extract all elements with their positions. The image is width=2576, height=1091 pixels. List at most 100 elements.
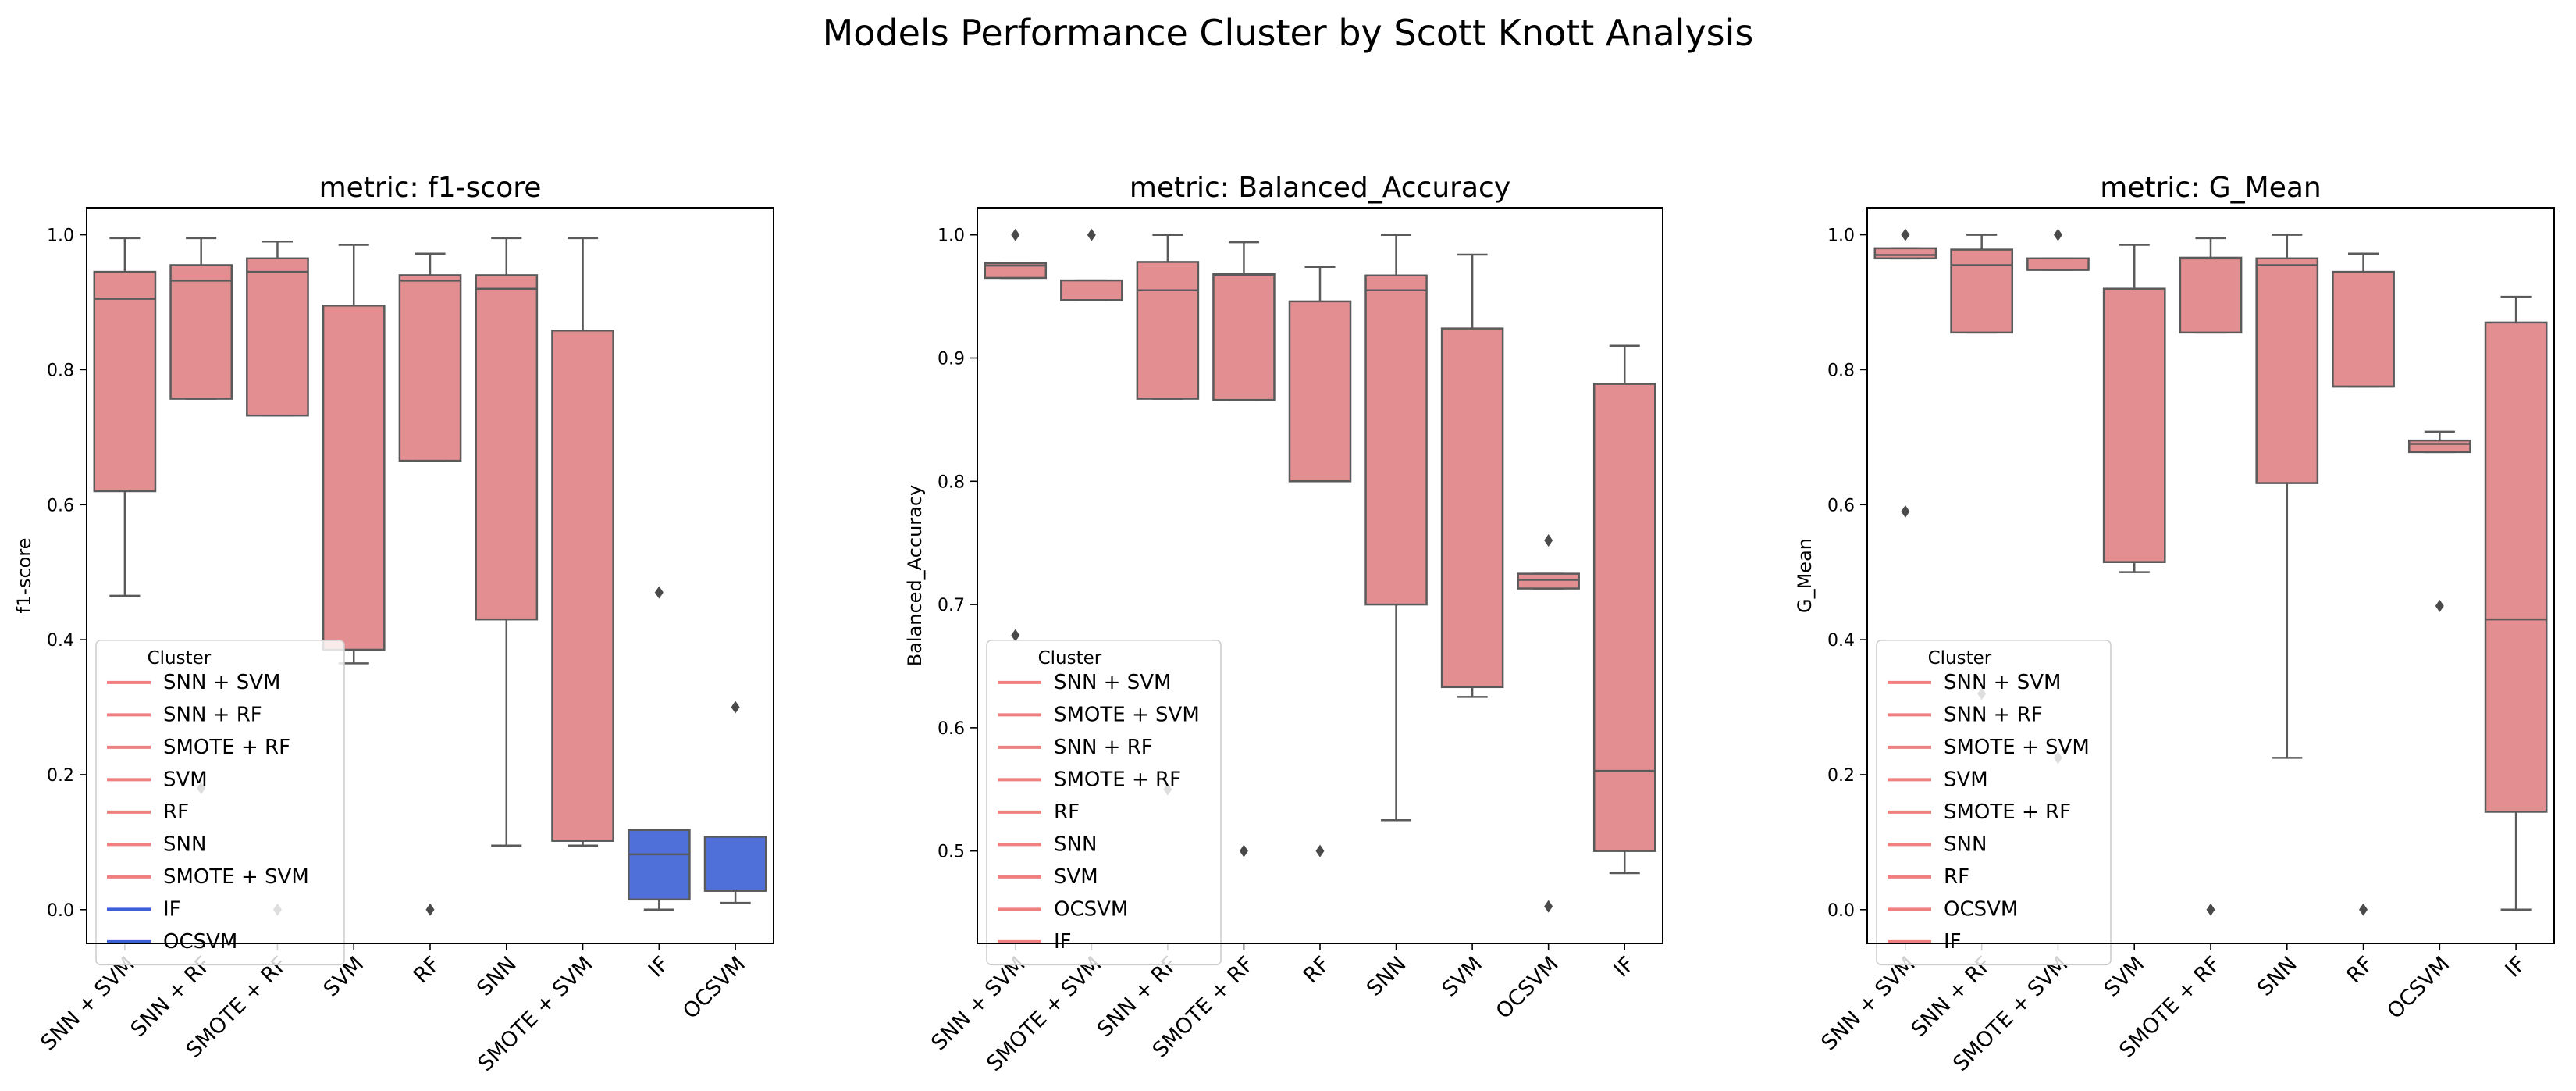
y-tick-label: 0.2 <box>47 766 74 786</box>
f1-score-panel: metric: f1-score f1-score 0.0 0.2 0.4 0.6 0.8 1… <box>13 172 774 1076</box>
box <box>1288 300 1352 483</box>
y-tick-label: 0.9 <box>938 350 965 369</box>
outlier <box>731 701 740 714</box>
g-mean-panel: metric: G_Mean G_Mean 0.0 0.2 0.4 0.6 0.8 1.0 SN… <box>1794 172 2555 1076</box>
box <box>322 305 386 651</box>
legend-label: OCSVM <box>1054 897 1128 921</box>
legend-label: SMOTE + SVM <box>1054 703 1200 726</box>
legend-label: SNN + SVM <box>1944 671 2061 694</box>
x-tick-label: RF <box>409 952 445 988</box>
outlier <box>1901 228 1910 241</box>
panel-title: metric: Balanced_Accuracy <box>1130 172 1510 204</box>
x-tick-label: IF <box>1610 952 1640 982</box>
box <box>2102 287 2166 563</box>
legend-label: OCSVM <box>163 930 237 954</box>
x-tick-label: SNN + SVM <box>1816 952 1920 1055</box>
box <box>1873 247 1937 260</box>
outlier <box>1901 504 1910 518</box>
figure-title: Models Performance Cluster by Scott Knot… <box>823 12 1754 54</box>
legend-label: SNN <box>1944 833 1987 856</box>
x-tick-label: SNN + SVM <box>36 952 139 1055</box>
outlier <box>1239 844 1248 857</box>
legend-label: SMOTE + RF <box>163 736 290 759</box>
box <box>1364 274 1428 606</box>
legend-label: IF <box>1054 930 1072 954</box>
legend-label: SMOTE + SVM <box>1944 736 2090 759</box>
outlier <box>1315 844 1325 857</box>
box <box>984 262 1048 280</box>
legend-label: SNN + SVM <box>163 671 280 694</box>
x-tick-label: SNN <box>2253 952 2302 1001</box>
x-tick-label: SVM <box>1437 952 1487 1002</box>
legend-label: SNN + RF <box>1054 736 1153 759</box>
box <box>1517 572 1580 590</box>
outlier <box>654 586 664 599</box>
y-tick-label: 1.0 <box>1827 226 1855 246</box>
x-tick-label: IF <box>2501 952 2532 982</box>
y-tick-label: 0.7 <box>938 596 965 615</box>
legend-label: SVM <box>1944 768 1988 791</box>
box <box>1950 248 2014 334</box>
y-tick-label: 0.0 <box>47 901 74 921</box>
box <box>2179 256 2243 334</box>
box <box>1212 273 1276 401</box>
y-tick-label: 0.4 <box>47 631 74 651</box>
legend-label: SMOTE + RF <box>1944 800 2071 824</box>
legend-label: OCSVM <box>1944 897 2018 921</box>
box <box>2332 270 2395 388</box>
y-tick-label: 0.4 <box>1827 631 1855 651</box>
panel-title: metric: f1-score <box>319 172 542 204</box>
x-tick-label: OCSVM <box>1492 952 1564 1024</box>
outlier <box>1011 629 1020 642</box>
y-tick-label: 0.2 <box>1827 766 1855 786</box>
x-tick-label: RF <box>2342 952 2378 988</box>
box <box>398 274 462 462</box>
y-tick-label: 0.8 <box>47 361 74 380</box>
legend-label: SNN + SVM <box>1054 671 1171 694</box>
legend-label: IF <box>163 897 181 921</box>
y-tick-label: 0.6 <box>938 719 965 739</box>
legend-label: RF <box>1054 800 1080 824</box>
panel-title: metric: G_Mean <box>2100 172 2321 204</box>
y-tick-label: 0.0 <box>1827 901 1855 921</box>
legend-label: SVM <box>1054 865 1098 889</box>
outlier <box>2435 599 2444 612</box>
box <box>2026 257 2090 271</box>
outlier <box>1087 228 1096 241</box>
y-tick-label: 0.5 <box>938 843 965 862</box>
box <box>703 836 767 892</box>
legend-label: RF <box>1944 865 1969 889</box>
plot-frame <box>86 207 774 944</box>
legend-label: SNN <box>163 833 206 856</box>
box <box>1060 279 1123 301</box>
y-tick-label: 0.8 <box>1827 361 1855 380</box>
box <box>551 330 614 842</box>
y-tick-label: 0.8 <box>938 472 965 492</box>
legend-label: IF <box>1944 930 1962 954</box>
box <box>246 257 309 417</box>
outlier <box>2206 903 2215 916</box>
box <box>2255 257 2319 484</box>
x-tick-label: SNN <box>1362 952 1411 1001</box>
y-axis-label: G_Mean <box>1794 538 1816 613</box>
outlier <box>2053 228 2062 241</box>
y-tick-label: 0.6 <box>47 496 74 515</box>
box <box>169 264 233 400</box>
box <box>1440 327 1504 689</box>
legend-label: SMOTE + RF <box>1054 768 1181 791</box>
outlier <box>2359 903 2368 916</box>
box <box>93 270 157 493</box>
x-tick-label: SNN <box>472 952 521 1001</box>
box <box>1592 383 1656 852</box>
balanced-accuracy-panel: metric: Balanced_Accuracy Balanced_Accura… <box>904 172 1663 1076</box>
y-axis-label: Balanced_Accuracy <box>904 485 926 667</box>
legend-title: Cluster <box>148 648 212 669</box>
y-tick-label: 1.0 <box>47 226 74 246</box>
outlier <box>1544 900 1553 913</box>
plot-frame <box>1866 207 2555 944</box>
outlier <box>1011 228 1020 241</box>
outlier <box>425 903 435 916</box>
x-tick-label: OCSVM <box>2382 952 2454 1024</box>
y-tick-label: 0.6 <box>1827 496 1855 515</box>
